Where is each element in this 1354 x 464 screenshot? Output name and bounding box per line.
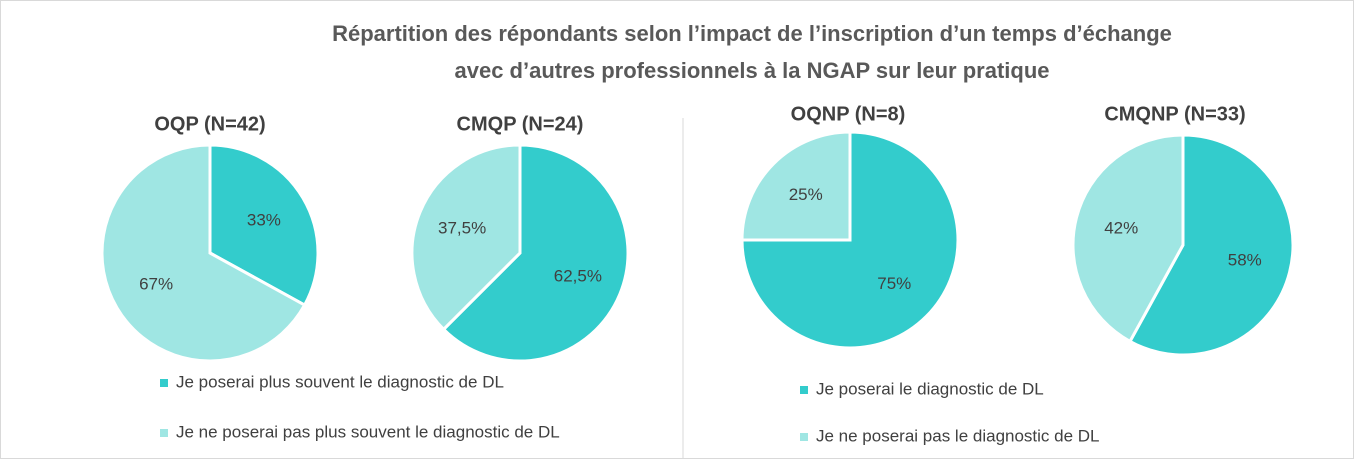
pie-slice	[1071, 133, 1185, 344]
pie-slice	[740, 130, 960, 350]
data-label: 37,5%	[438, 219, 486, 238]
pie-slice	[208, 143, 320, 308]
pie-slice	[100, 143, 307, 363]
legend-label: Je poserai le diagnostic de DL	[816, 379, 1044, 398]
legend-label: Je ne poserai pas le diagnostic de DL	[816, 426, 1100, 445]
legend-label: Je ne poserai pas plus souvent le diagno…	[176, 422, 560, 441]
pie-slice	[410, 143, 522, 332]
data-label: 62,5%	[554, 266, 602, 285]
pie-title: OQNP (N=8)	[791, 103, 906, 125]
data-label: 42%	[1104, 219, 1138, 238]
legend-marker	[800, 386, 808, 394]
data-label: 25%	[789, 185, 823, 204]
legend-marker	[160, 379, 168, 387]
data-label: 58%	[1228, 250, 1262, 269]
legend-marker	[800, 433, 808, 441]
pie-slice	[441, 143, 630, 363]
data-label: 75%	[877, 274, 911, 293]
legend-label: Je poserai plus souvent le diagnostic de…	[176, 372, 504, 391]
data-label: 67%	[139, 274, 173, 293]
pie-title: CMQNP (N=33)	[1104, 103, 1245, 125]
pie-title: CMQP (N=24)	[457, 113, 584, 135]
legend-marker	[160, 429, 168, 437]
chart-title: Répartition des répondants selon l’impac…	[332, 21, 1172, 46]
pie-slice	[740, 130, 852, 242]
pie-title: OQP (N=42)	[154, 113, 265, 135]
data-label: 33%	[247, 211, 281, 230]
chart-title: avec d’autres professionnels à la NGAP s…	[454, 58, 1049, 83]
pie-slice	[1127, 133, 1295, 357]
